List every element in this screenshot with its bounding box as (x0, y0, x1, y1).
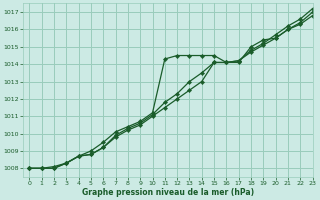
X-axis label: Graphe pression niveau de la mer (hPa): Graphe pression niveau de la mer (hPa) (82, 188, 254, 197)
